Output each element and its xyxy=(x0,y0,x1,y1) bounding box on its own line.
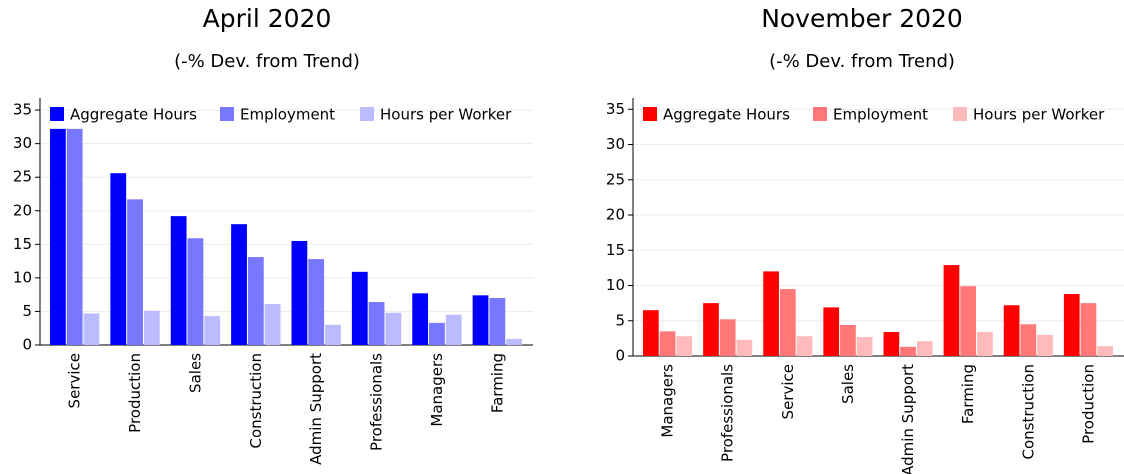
bar xyxy=(50,128,66,345)
x-tick-label: Sales xyxy=(839,364,857,404)
chart-title: April 2020 xyxy=(203,4,332,33)
x-tick-label: Production xyxy=(1079,364,1097,444)
x-tick-label: Professionals xyxy=(719,364,737,462)
y-tick-label: 10 xyxy=(13,268,32,286)
y-tick-label: 30 xyxy=(606,135,625,153)
legend-swatch xyxy=(953,107,967,121)
bar xyxy=(231,224,247,345)
legend-swatch xyxy=(643,107,657,121)
legend-label: Hours per Worker xyxy=(973,106,1105,124)
bar xyxy=(325,324,341,345)
bar xyxy=(1003,305,1020,356)
bar xyxy=(643,310,659,356)
bar xyxy=(943,265,960,356)
x-tick-label: Farming xyxy=(488,353,506,413)
x-tick-label: Farming xyxy=(959,364,977,424)
bar xyxy=(916,341,933,356)
y-tick-label: 35 xyxy=(606,100,625,118)
y-tick-label: 30 xyxy=(13,134,32,152)
bar xyxy=(736,339,753,356)
bar xyxy=(351,271,368,345)
x-tick-label: Construction xyxy=(247,353,265,449)
bar xyxy=(1063,293,1080,356)
bar xyxy=(308,259,325,345)
y-tick-label: 25 xyxy=(606,170,625,188)
bar xyxy=(187,238,204,345)
chart-title: November 2020 xyxy=(761,4,963,33)
y-tick-label: 15 xyxy=(13,235,32,253)
legend-swatch xyxy=(360,107,374,121)
chart-subtitle: (-% Dev. from Trend) xyxy=(174,51,360,72)
bar xyxy=(429,322,445,345)
x-tick-label: Production xyxy=(126,353,144,433)
bar xyxy=(247,257,264,345)
y-tick-label: 20 xyxy=(13,201,32,219)
bar xyxy=(66,128,83,345)
bar xyxy=(796,336,813,356)
legend-swatch xyxy=(220,107,234,121)
bar xyxy=(143,310,160,345)
legend-swatch xyxy=(813,107,827,121)
x-tick-label: Construction xyxy=(1019,364,1037,460)
bar xyxy=(412,293,429,345)
bar xyxy=(489,298,506,345)
chart-subtitle: (-% Dev. from Trend) xyxy=(769,51,955,72)
x-tick-label: Managers xyxy=(428,353,446,427)
x-tick-label: Sales xyxy=(186,353,204,393)
bar xyxy=(445,314,462,345)
bar xyxy=(291,240,308,345)
y-tick-label: 35 xyxy=(13,101,32,119)
bar xyxy=(1037,334,1053,356)
bar xyxy=(900,346,916,356)
bar xyxy=(506,338,522,345)
bar xyxy=(719,319,736,356)
x-tick-label: Admin Support xyxy=(899,364,917,474)
bar xyxy=(779,289,796,356)
bar xyxy=(1020,324,1037,356)
bar xyxy=(676,336,693,356)
bar xyxy=(703,303,719,356)
bar xyxy=(659,331,676,356)
bar xyxy=(110,173,127,345)
y-tick-label: 0 xyxy=(615,347,625,365)
y-tick-label: 20 xyxy=(606,206,625,224)
bar xyxy=(264,304,281,345)
x-tick-label: Admin Support xyxy=(307,353,325,465)
x-tick-label: Professionals xyxy=(368,353,386,451)
bar xyxy=(856,336,873,356)
legend-label: Hours per Worker xyxy=(380,106,512,124)
legend-label: Aggregate Hours xyxy=(70,106,197,124)
bar xyxy=(977,332,993,356)
y-tick-label: 5 xyxy=(22,302,32,320)
legend-label: Employment xyxy=(240,106,335,124)
y-tick-label: 10 xyxy=(606,276,625,294)
x-tick-label: Service xyxy=(779,364,797,419)
bar xyxy=(960,286,977,356)
bar xyxy=(127,199,143,345)
y-tick-label: 25 xyxy=(13,168,32,186)
y-tick-label: 15 xyxy=(606,241,625,259)
bar xyxy=(840,324,856,356)
bar xyxy=(1097,346,1113,356)
bar xyxy=(170,216,187,345)
bar xyxy=(1080,303,1097,356)
bar xyxy=(204,316,221,345)
y-tick-label: 0 xyxy=(22,336,32,354)
bar xyxy=(763,271,779,356)
bar xyxy=(883,332,900,356)
bar xyxy=(83,313,100,345)
bar xyxy=(385,312,402,345)
y-tick-label: 5 xyxy=(615,311,625,329)
legend-swatch xyxy=(50,107,64,121)
x-tick-label: Managers xyxy=(659,364,677,438)
legend-label: Employment xyxy=(833,106,928,124)
bar xyxy=(368,302,385,345)
legend-label: Aggregate Hours xyxy=(663,106,790,124)
bar xyxy=(472,295,489,345)
x-tick-label: Service xyxy=(66,353,84,408)
bar xyxy=(823,307,840,356)
